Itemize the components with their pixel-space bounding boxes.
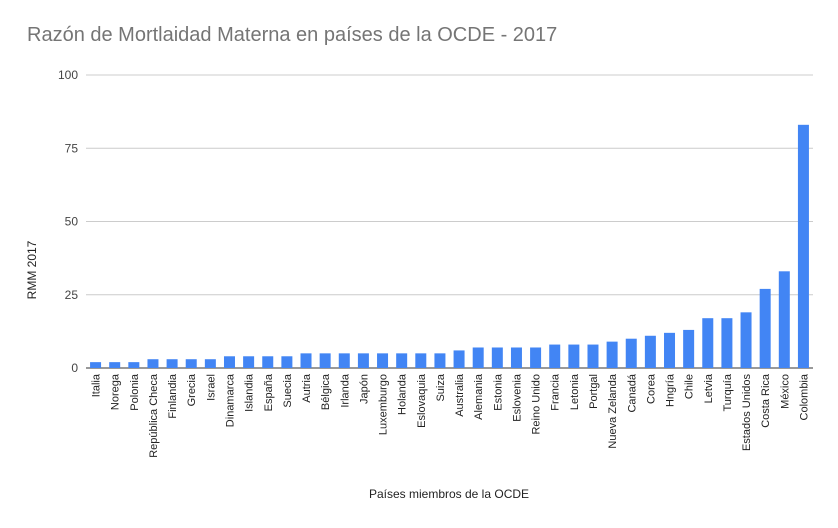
bar bbox=[357, 353, 369, 368]
x-tick-label: Nueva Zelanda bbox=[607, 373, 619, 448]
x-tick-label: Eslovenia bbox=[511, 373, 523, 422]
x-tick-label: Finlandia bbox=[167, 373, 179, 419]
y-axis-label: RMM 2017 bbox=[25, 240, 39, 299]
x-tick-label: Luxemburgo bbox=[378, 374, 390, 435]
y-axis-ticks: 0 25 50 75 100 bbox=[58, 68, 78, 375]
x-tick-label: Israel bbox=[205, 374, 217, 401]
bar bbox=[683, 329, 695, 368]
bar bbox=[759, 288, 771, 368]
x-tick-label: Dinamarca bbox=[224, 373, 236, 427]
bar bbox=[243, 356, 255, 368]
x-tick-label: Bélgica bbox=[320, 373, 332, 410]
bar bbox=[510, 347, 522, 368]
x-tick-label: Estonia bbox=[492, 373, 504, 411]
bar bbox=[300, 353, 312, 368]
x-tick-label: Polonia bbox=[129, 373, 141, 411]
bar bbox=[549, 344, 561, 368]
bar bbox=[415, 353, 427, 368]
x-tick-label: Japón bbox=[358, 374, 370, 404]
x-tick-label: Hngría bbox=[665, 373, 677, 407]
x-tick-label: Holanda bbox=[397, 373, 409, 415]
bar bbox=[530, 347, 542, 368]
bar bbox=[281, 356, 293, 368]
bar bbox=[338, 353, 350, 368]
bar bbox=[90, 362, 102, 368]
x-tick-label: Colombia bbox=[798, 373, 810, 420]
x-tick-label: Suiza bbox=[435, 373, 447, 401]
x-tick-label: Francia bbox=[550, 373, 562, 411]
x-tick-label: Letvia bbox=[703, 373, 715, 403]
x-tick-label: Islandia bbox=[244, 373, 256, 412]
y-tick-label: 100 bbox=[58, 68, 78, 82]
x-tick-label: Eslovaquia bbox=[416, 373, 428, 428]
x-tick-label: Letonia bbox=[569, 373, 581, 410]
x-tick-label: Reino Unido bbox=[531, 374, 543, 435]
bar bbox=[491, 347, 503, 368]
bar bbox=[472, 347, 484, 368]
x-tick-label: México bbox=[779, 374, 791, 409]
bar bbox=[721, 318, 733, 368]
bar bbox=[377, 353, 389, 368]
bar bbox=[778, 271, 790, 368]
bar bbox=[568, 344, 580, 368]
x-tick-label: República Checa bbox=[148, 373, 160, 458]
bar bbox=[166, 359, 178, 368]
x-tick-label: Portgal bbox=[588, 374, 600, 409]
bar bbox=[319, 353, 331, 368]
y-tick-label: 25 bbox=[65, 288, 79, 302]
x-tick-label: Australia bbox=[454, 373, 466, 417]
x-tick-label: Autria bbox=[301, 373, 313, 403]
bar bbox=[128, 362, 140, 368]
y-tick-label: 0 bbox=[71, 361, 78, 375]
bar bbox=[625, 338, 637, 368]
bar bbox=[396, 353, 408, 368]
bar bbox=[109, 362, 121, 368]
bar bbox=[223, 356, 235, 368]
x-tick-label: Chile bbox=[684, 374, 696, 399]
bar bbox=[644, 335, 656, 368]
bar bbox=[185, 359, 197, 368]
bar bbox=[606, 341, 618, 368]
x-tick-label: Alemania bbox=[473, 373, 485, 420]
chart-title: Razón de Mortlaidad Materna en países de… bbox=[27, 24, 558, 46]
x-axis-ticks: Italia Norega Polonia República Checa Finlan… bbox=[91, 373, 811, 458]
x-tick-label: Italia bbox=[91, 373, 103, 397]
bar bbox=[453, 350, 465, 368]
x-tick-label: Irlanda bbox=[339, 373, 351, 408]
bar bbox=[262, 356, 274, 368]
x-tick-label: Turquía bbox=[722, 373, 734, 411]
x-tick-label: Suecia bbox=[282, 373, 294, 408]
x-axis-label: Países miembros de la OCDE bbox=[369, 487, 529, 501]
x-tick-label: Estados Unidos bbox=[741, 374, 753, 452]
x-tick-label: Costa Rica bbox=[760, 373, 772, 428]
x-tick-label: Norega bbox=[110, 373, 122, 410]
bar bbox=[587, 344, 599, 368]
bar bbox=[797, 124, 809, 368]
x-tick-label: Grecia bbox=[186, 373, 198, 406]
bar bbox=[147, 359, 159, 368]
bar bbox=[702, 318, 714, 368]
y-tick-label: 50 bbox=[65, 215, 79, 229]
bar bbox=[740, 312, 752, 368]
bars bbox=[90, 124, 809, 368]
bar bbox=[434, 353, 446, 368]
bar bbox=[664, 332, 676, 368]
x-tick-label: Canadá bbox=[626, 373, 638, 412]
x-tick-label: Corea bbox=[645, 373, 657, 404]
bar bbox=[204, 359, 216, 368]
x-tick-label: España bbox=[263, 373, 275, 411]
y-tick-label: 75 bbox=[65, 141, 79, 155]
